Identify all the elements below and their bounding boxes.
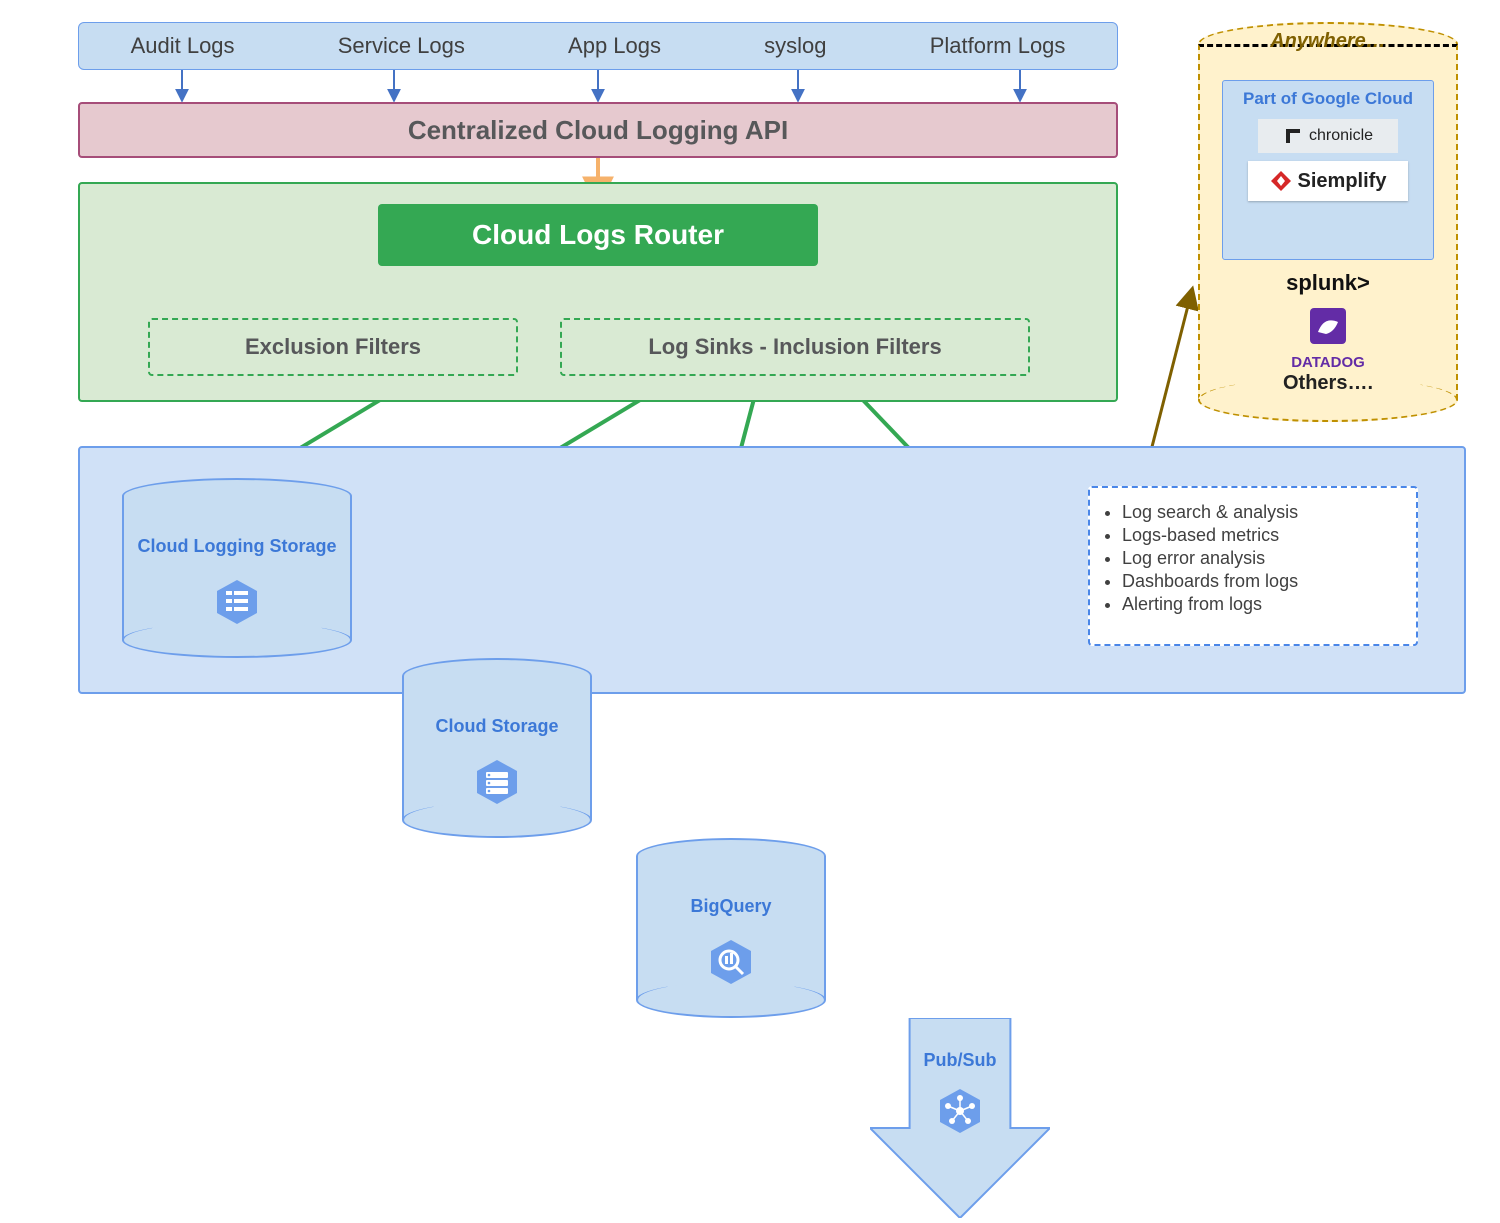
log-source-2: App Logs bbox=[568, 33, 661, 59]
pubsub-icon bbox=[935, 1086, 985, 1141]
feature-item-1: Logs-based metrics bbox=[1122, 525, 1402, 546]
destination-label: Pub/Sub bbox=[870, 1050, 1050, 1071]
features-box: Log search & analysisLogs-based metricsL… bbox=[1088, 486, 1418, 646]
destination-label: Cloud Logging Storage bbox=[122, 536, 352, 557]
feature-item-4: Alerting from logs bbox=[1122, 594, 1402, 615]
siemplify-icon bbox=[1270, 170, 1292, 192]
destination-cloud-storage: Cloud Storage bbox=[402, 658, 592, 838]
anywhere-cylinder: Anywhere… Part of Google Cloud chronicle… bbox=[1198, 22, 1458, 422]
destination-pub-sub: Pub/Sub bbox=[870, 1018, 1050, 1218]
router-label: Cloud Logs Router bbox=[472, 219, 724, 251]
log-source-1: Service Logs bbox=[338, 33, 465, 59]
splunk-logo: splunk> bbox=[1198, 270, 1458, 296]
siemplify-logo: Siemplify bbox=[1248, 161, 1408, 201]
chronicle-text: chronicle bbox=[1309, 127, 1373, 145]
magnify-icon bbox=[706, 937, 756, 992]
exclusion-filters-label: Exclusion Filters bbox=[245, 334, 421, 360]
feature-item-0: Log search & analysis bbox=[1122, 502, 1402, 523]
feature-item-3: Dashboards from logs bbox=[1122, 571, 1402, 592]
log-sources-bar: Audit Logs Service Logs App Logs syslog Plat… bbox=[78, 22, 1118, 70]
cloud-logs-router: Cloud Logs Router bbox=[378, 204, 818, 266]
log-source-3: syslog bbox=[764, 33, 826, 59]
log-source-0: Audit Logs bbox=[131, 33, 235, 59]
destination-label: BigQuery bbox=[636, 896, 826, 917]
feature-item-2: Log error analysis bbox=[1122, 548, 1402, 569]
log-source-4: Platform Logs bbox=[930, 33, 1066, 59]
destination-label: Cloud Storage bbox=[402, 716, 592, 737]
splunk-text: splunk> bbox=[1286, 270, 1370, 295]
centralized-api-bar: Centralized Cloud Logging API bbox=[78, 102, 1118, 158]
part-of-gcp-box: Part of Google Cloud chronicle Siemplify bbox=[1222, 80, 1434, 260]
others-label: Others…. bbox=[1198, 372, 1458, 395]
chronicle-logo: chronicle bbox=[1258, 119, 1398, 153]
gcp-box-label: Part of Google Cloud bbox=[1231, 89, 1425, 109]
chronicle-icon bbox=[1283, 126, 1303, 146]
features-list: Log search & analysisLogs-based metricsL… bbox=[1104, 502, 1402, 615]
datadog-icon bbox=[1304, 302, 1352, 350]
datadog-text: DATADOG bbox=[1198, 354, 1458, 371]
list-icon bbox=[212, 577, 262, 632]
exclusion-filters-box: Exclusion Filters bbox=[148, 318, 518, 376]
api-label: Centralized Cloud Logging API bbox=[408, 115, 788, 146]
destination-cloud-logging-storage: Cloud Logging Storage bbox=[122, 478, 352, 658]
siemplify-text: Siemplify bbox=[1298, 170, 1387, 193]
anywhere-label: Anywhere… bbox=[1198, 30, 1458, 53]
destination-bigquery: BigQuery bbox=[636, 838, 826, 1018]
storage-icon bbox=[472, 757, 522, 812]
inclusion-filters-label: Log Sinks - Inclusion Filters bbox=[648, 334, 941, 360]
inclusion-filters-box: Log Sinks - Inclusion Filters bbox=[560, 318, 1030, 376]
datadog-logo: DATADOG bbox=[1198, 302, 1458, 371]
